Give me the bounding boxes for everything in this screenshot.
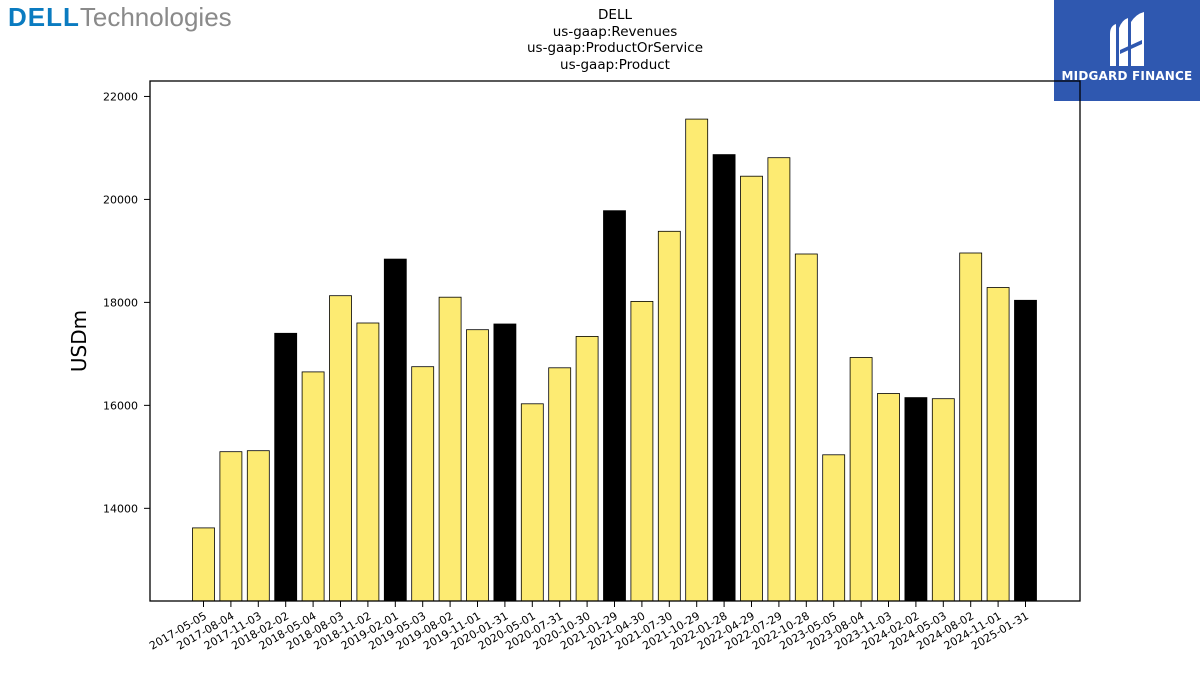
x-axis: 2017-05-052017-08-042017-11-032018-02-02… (147, 601, 1031, 653)
bar-2019-02-01 (383, 258, 407, 602)
y-tick-label-14000: 14000 (103, 502, 138, 515)
bar-2020-05-01 (520, 403, 544, 602)
bars-group (192, 118, 1037, 602)
midgard-emblem-icon (1110, 12, 1144, 66)
y-tick-label-22000: 22000 (103, 90, 138, 103)
bar-2021-10-29 (685, 118, 709, 602)
bar-2021-04-30 (630, 300, 654, 602)
bar-2023-11-03 (877, 393, 900, 602)
bar-2019-05-03 (411, 366, 435, 602)
bar-2017-08-04 (219, 451, 243, 602)
bar-2018-08-03 (329, 295, 352, 602)
title-line-1: DELL (598, 7, 632, 23)
bar-2024-08-02 (959, 252, 983, 602)
title-line-3: us-gaap:ProductOrService (526, 40, 704, 57)
bar-2022-10-28 (794, 253, 818, 602)
bar-2018-11-02 (356, 322, 380, 602)
bar-2017-05-05 (192, 527, 215, 602)
bar-2019-08-02 (438, 296, 462, 602)
y-tick-label-20000: 20000 (103, 193, 138, 206)
logo-brand: DELL (8, 2, 80, 32)
bar-2024-05-03 (931, 398, 955, 602)
title-line-2: us-gaap:Revenues (552, 23, 678, 40)
bar-2020-10-30 (575, 335, 599, 602)
midgard-finance-logo: MIDGARD FINANCE (1054, 0, 1200, 101)
bar-2025-01-31 (1014, 299, 1037, 602)
bar-2024-11-01 (986, 287, 1010, 602)
logo-text: MIDGARD FINANCE (1061, 69, 1193, 83)
bar-2017-11-03 (246, 450, 270, 602)
y-axis-label: USDm (67, 310, 91, 372)
y-tick-label-16000: 16000 (103, 399, 138, 412)
chart-title: DELL us-gaap:Revenues us-gaap:ProductOrS… (465, 7, 765, 73)
bar-2020-01-31 (493, 323, 517, 602)
bar-2021-07-30 (657, 230, 681, 602)
bar-2018-02-02 (274, 332, 298, 602)
bar-2024-02-02 (904, 397, 928, 602)
bar-2019-11-01 (466, 329, 489, 602)
y-axis: 14000 16000 18000 20000 22000 (103, 90, 150, 515)
bar-2023-08-04 (849, 357, 873, 602)
bar-2021-01-29 (603, 210, 626, 602)
bar-2020-07-31 (548, 367, 572, 602)
bar-2022-07-29 (767, 157, 791, 602)
bar-2022-04-29 (740, 175, 763, 602)
bar-2022-01-28 (712, 154, 736, 602)
dell-technologies-logo: DELLTechnologies (8, 2, 232, 36)
bar-2023-05-05 (822, 454, 846, 602)
title-line-4: us-gaap:Product (560, 56, 670, 73)
y-tick-label-18000: 18000 (103, 296, 138, 309)
bar-2018-05-04 (301, 371, 325, 602)
logo-suffix: Technologies (79, 2, 232, 32)
